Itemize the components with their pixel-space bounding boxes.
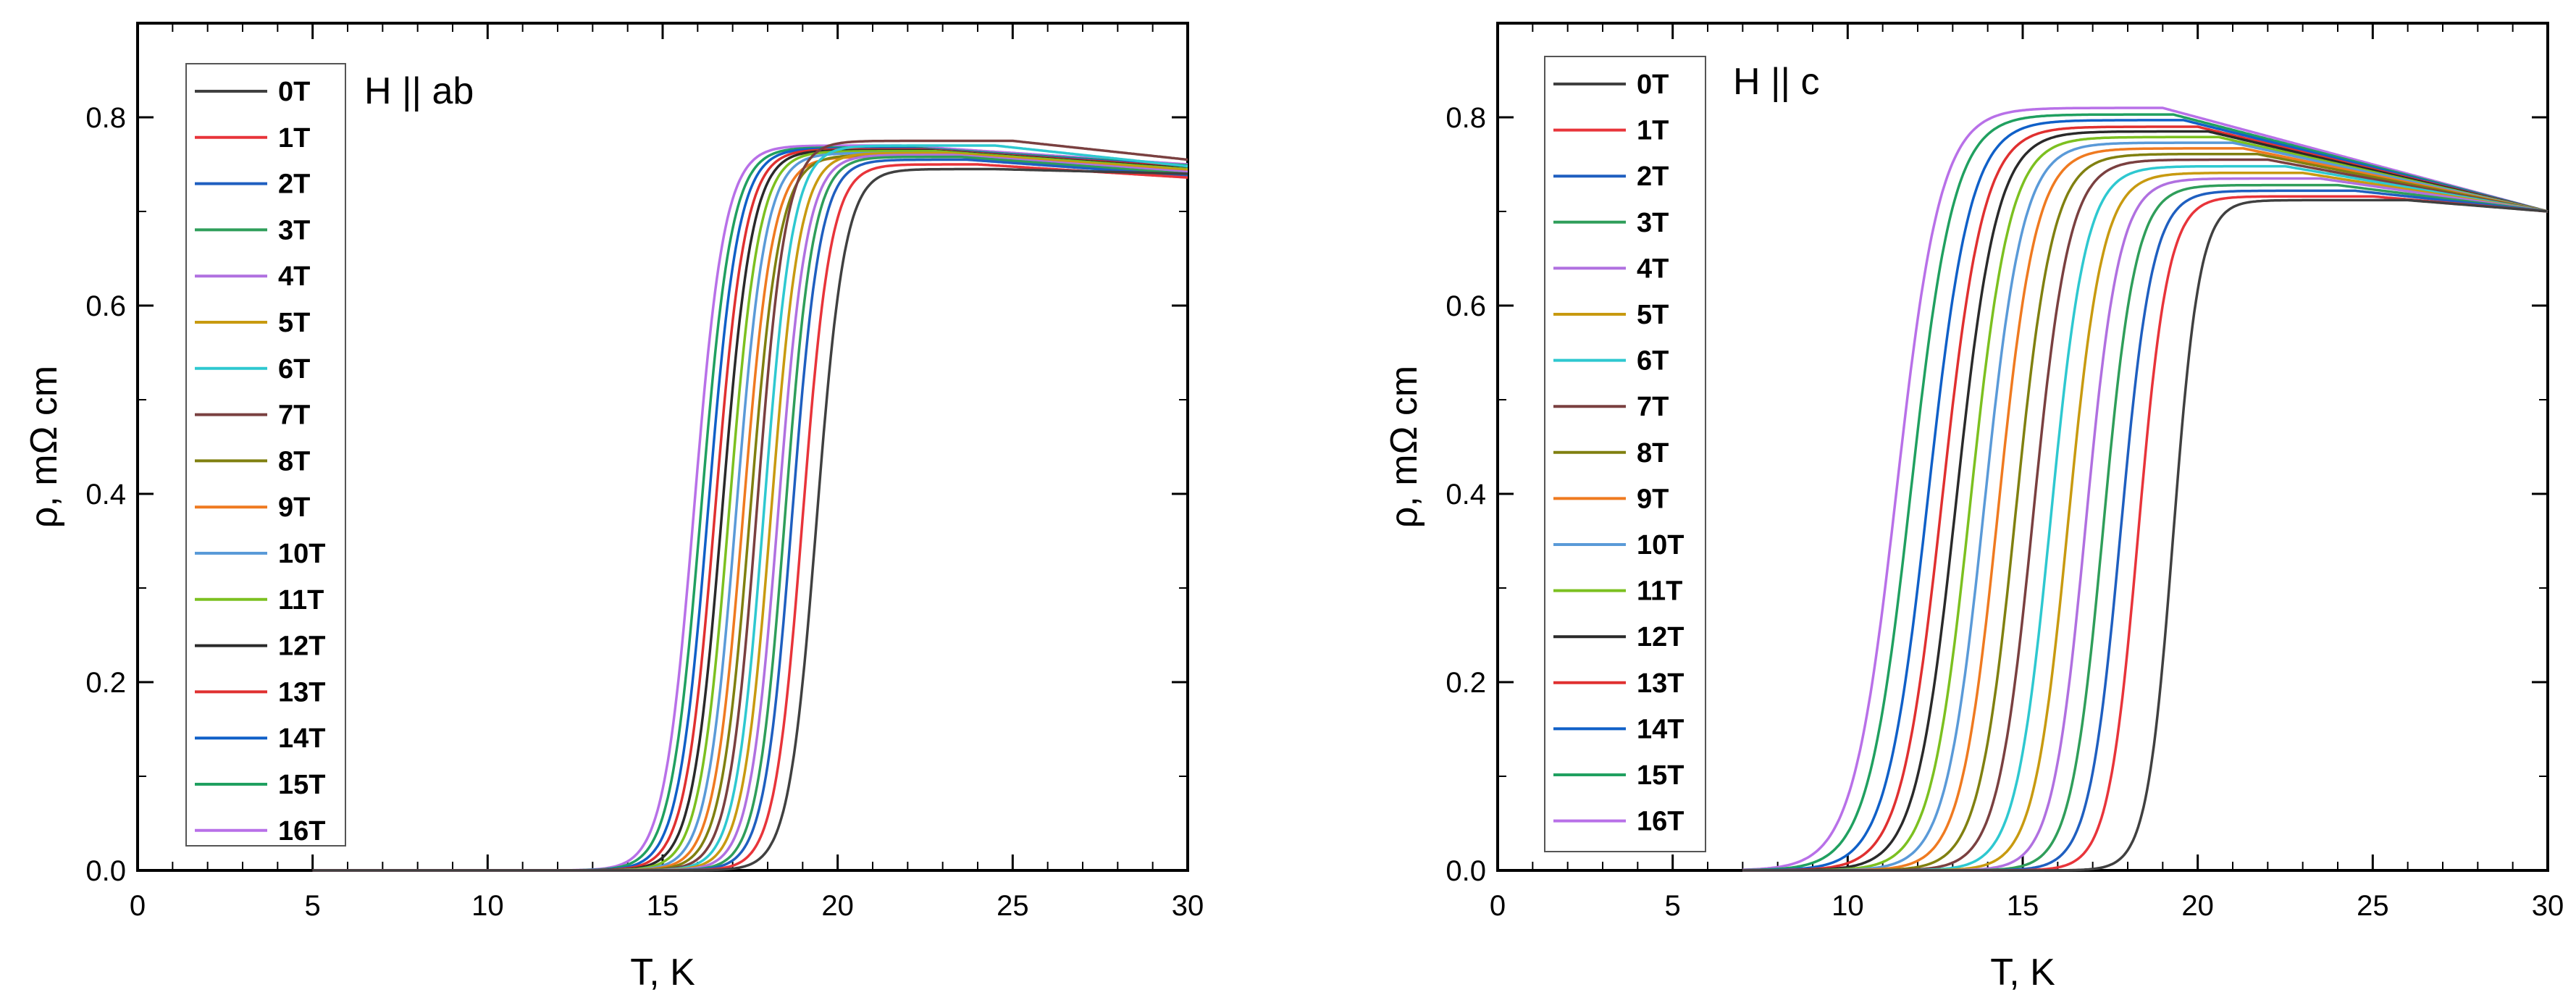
legend-label-2T: 2T [1637, 161, 1669, 192]
x-tick-label: 20 [821, 890, 854, 922]
legend-label-15T: 15T [278, 770, 325, 800]
series-line-0T [1742, 198, 2548, 872]
legend-label-0T: 0T [278, 77, 310, 107]
tick-labels: 0 5 10 15 20 25 30 0.0 0.2 0.4 0.6 0.8 [85, 102, 1204, 922]
legend-label-13T: 13T [278, 677, 325, 707]
x-tick-label: 15 [647, 890, 679, 922]
legend-label-6T: 6T [278, 354, 310, 385]
x-tick-label: 20 [2181, 890, 2214, 922]
x-tick-label: 25 [2357, 890, 2389, 922]
legend-box [185, 63, 346, 847]
tick-labels: 0 5 10 15 20 25 30 0.0 0.2 0.4 0.6 0.8 [1446, 102, 2564, 922]
legend-label-1T: 1T [1637, 116, 1669, 146]
legend-label-11T: 11T [278, 585, 324, 616]
legend: 0T 1T 2T 3T 4T 5T 6T 7T 8T 9T 10T 11T 12T 13T 14T 15T 16… [1544, 56, 1706, 852]
series-line-4T [1742, 177, 2548, 872]
legend-label-16T: 16T [1637, 807, 1684, 837]
legend-box [1544, 56, 1706, 852]
series-line-10T [1742, 141, 2548, 872]
y-tick-label: 0.8 [85, 102, 126, 134]
legend-label-7T: 7T [278, 400, 310, 431]
legend-label-2T: 2T [278, 169, 310, 200]
series-line-15T [1742, 113, 2548, 872]
x-tick-label: 10 [1832, 890, 1864, 922]
legend-label-5T: 5T [1637, 300, 1669, 330]
y-tick-label: 0.8 [1446, 102, 1486, 134]
legend-label-8T: 8T [278, 446, 310, 476]
legend-label-16T: 16T [278, 816, 325, 847]
x-axis-title: T, K [1990, 952, 2055, 994]
legend-label-12T: 12T [278, 631, 325, 662]
legend-label-12T: 12T [1637, 622, 1684, 652]
axis-ticks [136, 23, 1189, 872]
legend-label-14T: 14T [278, 723, 325, 754]
panel-title: H || ab [364, 70, 474, 112]
legend-label-8T: 8T [1637, 438, 1669, 469]
series-line-8T [312, 154, 1188, 872]
series-line-9T [1742, 147, 2548, 872]
panel-h-parallel-ab: 0 5 10 15 20 25 30 0.0 0.2 0.4 0.6 0.8 T, K ρ, mΩ c… [23, 22, 1204, 994]
x-tick-label: 5 [305, 890, 321, 922]
legend-label-10T: 10T [1637, 530, 1684, 560]
data-series [312, 139, 1188, 872]
y-axis-title: ρ, mΩ cm [1383, 366, 1425, 528]
panel-title: H || c [1733, 61, 1819, 103]
legend-label-3T: 3T [278, 215, 310, 245]
series-line-2T [1742, 189, 2548, 872]
y-tick-label: 0.0 [85, 855, 126, 887]
series-line-6T [1742, 164, 2548, 872]
x-tick-label: 5 [1665, 890, 1681, 922]
y-tick-label: 0.6 [1446, 290, 1486, 322]
series-line-0T [312, 167, 1188, 872]
legend-label-6T: 6T [1637, 346, 1669, 377]
legend-label-4T: 4T [1637, 253, 1669, 284]
y-tick-label: 0.0 [1446, 855, 1486, 887]
data-series [1742, 106, 2548, 872]
legend-label-0T: 0T [1637, 70, 1669, 100]
legend-label-5T: 5T [278, 308, 310, 338]
series-line-7T [1742, 158, 2548, 872]
x-tick-label: 0 [130, 890, 146, 922]
y-tick-label: 0.4 [85, 479, 126, 511]
y-tick-label: 0.4 [1446, 479, 1486, 511]
legend-label-9T: 9T [1637, 484, 1669, 514]
x-tick-label: 25 [997, 890, 1029, 922]
series-line-11T [1742, 135, 2548, 872]
x-axis-title: T, K [630, 952, 695, 994]
panel-h-parallel-c: 0 5 10 15 20 25 30 0.0 0.2 0.4 0.6 0.8 T, K ρ, mΩ c… [1383, 22, 2564, 994]
y-tick-label: 0.2 [1446, 667, 1486, 699]
legend-label-15T: 15T [1637, 760, 1684, 791]
x-tick-label: 0 [1490, 890, 1506, 922]
x-tick-label: 15 [2007, 890, 2039, 922]
y-tick-label: 0.2 [85, 667, 126, 699]
legend-label-11T: 11T [1637, 576, 1682, 607]
legend-label-13T: 13T [1637, 668, 1684, 699]
x-tick-label: 10 [471, 890, 504, 922]
series-line-5T [1742, 171, 2548, 872]
legend-label-7T: 7T [1637, 392, 1669, 422]
series-line-3T [1742, 183, 2548, 872]
series-line-1T [1742, 195, 2548, 872]
legend-label-9T: 9T [278, 492, 310, 523]
x-tick-label: 30 [2532, 890, 2564, 922]
legend-label-10T: 10T [278, 539, 325, 569]
legend: 0T 1T 2T 3T 4T 5T 6T 7T 8T 9T 10T 11T 12T 13T 14T 15T 16… [185, 63, 346, 847]
y-axis-title: ρ, mΩ cm [23, 366, 65, 528]
y-tick-label: 0.6 [85, 290, 126, 322]
series-line-16T [1742, 106, 2548, 871]
legend-label-14T: 14T [1637, 714, 1684, 744]
legend-label-3T: 3T [1637, 208, 1669, 238]
legend-label-4T: 4T [278, 261, 310, 292]
series-line-12T [1742, 130, 2548, 872]
legend-label-1T: 1T [278, 123, 310, 154]
series-line-13T [1742, 125, 2548, 872]
x-tick-label: 30 [1172, 890, 1204, 922]
series-line-8T [1742, 152, 2548, 872]
